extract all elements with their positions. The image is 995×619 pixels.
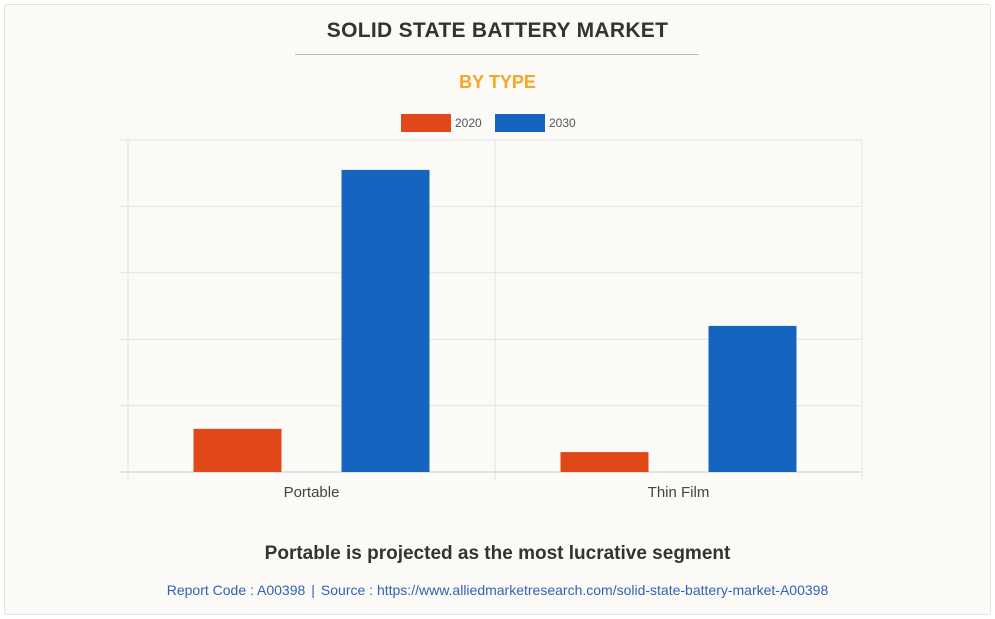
legend-swatch-2030 xyxy=(495,114,545,132)
x-tick-label: Thin Film xyxy=(648,484,710,501)
report-code: Report Code : A00398 xyxy=(166,582,306,598)
source-link[interactable]: Source : https://www.alliedmarketresearc… xyxy=(320,582,829,598)
bar-2020-portable xyxy=(193,428,282,472)
title-underline xyxy=(295,54,699,55)
bar-2030-portable xyxy=(341,169,430,472)
legend-label-2030: 2030 xyxy=(549,116,576,130)
source-separator: | xyxy=(311,582,315,598)
chart-subtitle: BY TYPE xyxy=(459,72,536,92)
x-tick-label: Portable xyxy=(284,484,340,501)
legend-swatch-2020 xyxy=(401,114,451,132)
chart-card xyxy=(4,4,991,615)
legend-item-2030[interactable]: 2030 xyxy=(495,113,576,133)
legend-label-2020: 2020 xyxy=(455,116,482,130)
source-line: Report Code : A00398 | Source : https://ww… xyxy=(0,582,995,598)
bar-2030-thin-film xyxy=(708,325,797,472)
bar-2020-thin-film xyxy=(560,452,649,472)
chart-title: SOLID STATE BATTERY MARKET xyxy=(326,19,669,42)
legend-item-2020[interactable]: 2020 xyxy=(401,113,482,133)
legend: 2020 2030 xyxy=(0,113,995,133)
footer-note: Portable is projected as the most lucrat… xyxy=(264,543,731,564)
